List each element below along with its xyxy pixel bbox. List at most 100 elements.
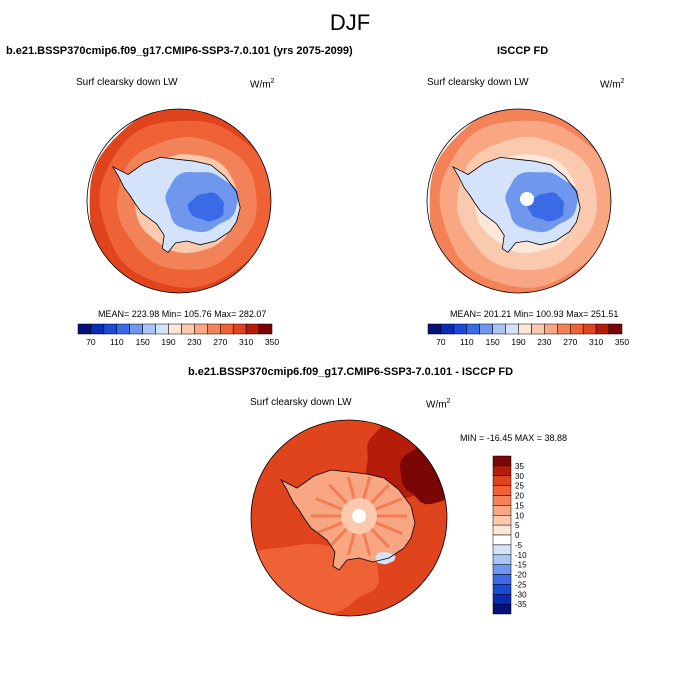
- colorbar-swatch: [492, 505, 512, 516]
- colorbar-swatch: [207, 323, 221, 335]
- colorbar-swatch: [232, 323, 247, 335]
- deep-interior-map1: [187, 192, 225, 222]
- colorbar-swatch: [557, 323, 571, 335]
- coastline-map3: [279, 469, 416, 571]
- colorbar-panel1: 70 110 150 190 230 270 310 350: [77, 323, 279, 347]
- colorbar-swatch: [531, 323, 545, 335]
- panel3-stats: MIN = -16.45 MAX = 38.88: [460, 433, 568, 443]
- colorbar-tick-label: -10: [515, 551, 527, 560]
- cool-spot: [375, 552, 396, 565]
- colorbar-tick-label: 15: [515, 501, 524, 510]
- panel1-title: b.e21.BSSP370cmip6.f09_g17.CMIP6-SSP3-7.…: [6, 45, 353, 57]
- colorbar-swatch: [492, 603, 512, 615]
- colorbar-swatch: [492, 574, 512, 585]
- colorbar-swatch: [142, 323, 156, 335]
- panel3-units: W/m2: [426, 398, 451, 411]
- colorbar-swatch: [479, 323, 493, 335]
- colorbar-swatch: [608, 323, 623, 335]
- colorbar-tick-label: -25: [515, 580, 527, 589]
- colorbar-swatch: [220, 323, 234, 335]
- map-panel3: [251, 420, 447, 616]
- map-panel1: [89, 109, 271, 293]
- colorbar-tick-label: 310: [239, 337, 253, 347]
- colorbar-tick-label: -15: [515, 561, 527, 570]
- colorbar-tick-label: 310: [589, 337, 603, 347]
- colorbar-swatch: [427, 323, 442, 335]
- colorbar-tick-label: 190: [511, 337, 525, 347]
- coastline-map1: [111, 156, 241, 253]
- colorbar-swatch: [116, 323, 130, 335]
- colorbar-tick-label: 0: [515, 531, 520, 540]
- colorbar-swatch: [492, 534, 512, 546]
- colorbar-tick-label: 270: [213, 337, 227, 347]
- colorbar-swatch: [492, 465, 512, 477]
- map-border-3: [250, 419, 448, 617]
- colorbar-tick-label: 190: [161, 337, 175, 347]
- colorbar-swatch: [505, 323, 519, 335]
- colorbar-tick-label: 25: [515, 482, 524, 491]
- colorbar-swatch: [129, 323, 143, 335]
- colorbar-tick-label: 110: [460, 337, 474, 347]
- colorbar-swatch: [492, 495, 512, 506]
- panel2-stats: MEAN= 201.21 Min= 100.93 Max= 251.51: [450, 309, 619, 319]
- colorbar-swatch: [155, 323, 169, 335]
- colorbar-tick-label: 350: [265, 337, 279, 347]
- colorbar-tick-label: -30: [515, 590, 527, 599]
- colorbar-swatch: [492, 475, 512, 486]
- colorbar-swatch: [518, 323, 532, 335]
- colorbar-swatch: [492, 564, 512, 575]
- colorbar-tick-label: 20: [515, 492, 524, 501]
- deep-interior-map2: [527, 192, 565, 222]
- colorbar-swatch: [492, 515, 512, 526]
- colorbar-swatch: [453, 323, 468, 335]
- colorbar-tick-label: 110: [110, 337, 124, 347]
- colorbar-swatch: [90, 323, 105, 335]
- colorbar-swatch: [245, 323, 260, 335]
- colorbar-tick-label: 5: [515, 521, 520, 530]
- colorbar-swatch: [77, 323, 92, 335]
- colorbar-swatch: [103, 323, 118, 335]
- colorbar-swatch: [492, 554, 512, 565]
- panel1-units: W/m2: [250, 78, 275, 91]
- colorbar-swatch: [492, 524, 512, 536]
- panel3-title: b.e21.BSSP370cmip6.f09_g17.CMIP6-SSP3-7.…: [188, 366, 514, 378]
- colorbar-swatch: [168, 323, 182, 335]
- colorbar-tick-label: 10: [515, 511, 524, 520]
- colorbar-swatch: [194, 323, 208, 335]
- panel2-title: ISCCP FD: [497, 45, 549, 57]
- colorbar-panel2: 70 110 150 190 230 270 310 350: [427, 323, 629, 347]
- colorbar-tick-label: 270: [563, 337, 577, 347]
- map-border-1: [86, 108, 272, 294]
- pole-hole-map2: [520, 192, 534, 206]
- panel2-variable-label: Surf clearsky down LW: [427, 77, 529, 88]
- colorbar-swatch: [440, 323, 455, 335]
- colorbar-tick-label: 150: [136, 337, 150, 347]
- colorbar-swatch: [492, 323, 506, 335]
- colorbar-tick-label: -5: [515, 541, 523, 550]
- colorbar-tick-label: 70: [86, 337, 96, 347]
- colorbar-tick-label: 30: [515, 472, 524, 481]
- colorbar-swatch: [492, 455, 512, 467]
- page-title: DJF: [329, 10, 371, 35]
- colorbar-swatch: [466, 323, 480, 335]
- colorbar-swatch: [492, 544, 512, 556]
- map-border-2: [426, 108, 612, 294]
- colorbar-swatch: [544, 323, 558, 335]
- colorbar-tick-label: 230: [537, 337, 551, 347]
- colorbar-swatch: [582, 323, 597, 335]
- map-panel2: [429, 109, 611, 293]
- panel3-variable-label: Surf clearsky down LW: [250, 397, 352, 408]
- colorbar-swatch: [595, 323, 610, 335]
- pole-hole-map3: [352, 509, 366, 523]
- panel1-stats: MEAN= 223.98 Min= 105.76 Max= 282.07: [98, 309, 267, 319]
- colorbar-swatch: [181, 323, 195, 335]
- colorbar-swatch: [570, 323, 584, 335]
- colorbar-swatch: [258, 323, 273, 335]
- colorbar-tick-label: 230: [187, 337, 201, 347]
- colorbar-tick-label: 35: [515, 462, 524, 471]
- colorbar-swatch: [492, 594, 512, 605]
- colorbar-swatch: [492, 584, 512, 595]
- panel2-units: W/m2: [600, 78, 625, 91]
- colorbar-tick-label: -35: [515, 600, 527, 609]
